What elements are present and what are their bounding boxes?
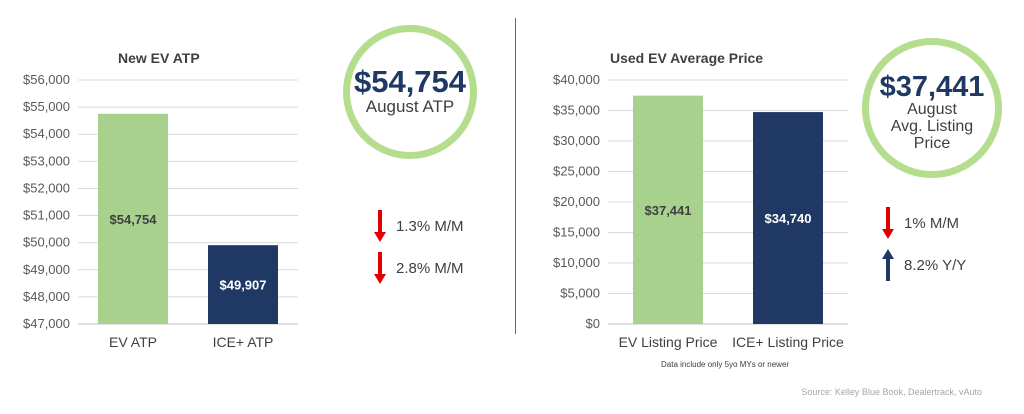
right-stat-2-text: 8.2% Y/Y bbox=[904, 256, 967, 274]
y-tick-label: $50,000 bbox=[23, 235, 70, 250]
y-tick-label: $49,000 bbox=[23, 262, 70, 277]
down-arrow-icon bbox=[374, 210, 386, 242]
y-tick-label: $15,000 bbox=[553, 225, 600, 240]
left-chart-title: New EV ATP bbox=[118, 50, 200, 66]
y-tick-label: $0 bbox=[586, 316, 600, 331]
y-tick-label: $25,000 bbox=[553, 164, 600, 179]
y-tick-label: $10,000 bbox=[553, 255, 600, 270]
y-tick-label: $48,000 bbox=[23, 289, 70, 304]
left-callout-value: $54,754 bbox=[353, 64, 467, 99]
down-arrow-icon bbox=[374, 252, 386, 284]
bar-data-label: $34,740 bbox=[765, 211, 812, 226]
right-callout-line3: Price bbox=[913, 135, 951, 152]
bar bbox=[753, 112, 823, 324]
y-tick-label: $20,000 bbox=[553, 194, 600, 209]
x-category-label: EV ATP bbox=[109, 334, 157, 350]
bar bbox=[98, 113, 168, 324]
right-callout-value: $37,441 bbox=[879, 71, 985, 103]
y-tick-label: $30,000 bbox=[553, 133, 600, 148]
used-ev-average-price-chart: $0 $5,000 $10,000 $15,000 $20,000 $25,000 $30,… bbox=[553, 72, 848, 350]
y-tick-label: $5,000 bbox=[560, 286, 600, 301]
y-tick-label: $51,000 bbox=[23, 208, 70, 223]
y-tick-label: $56,000 bbox=[23, 72, 70, 87]
right-callout-line1: August bbox=[907, 101, 957, 118]
y-tick-label: $35,000 bbox=[553, 103, 600, 118]
bar-data-label: $37,441 bbox=[645, 203, 692, 218]
x-category-label: EV Listing Price bbox=[619, 334, 718, 350]
left-atp-callout: $54,754 August ATP bbox=[343, 25, 477, 159]
new-ev-atp-chart: $47,000 $48,000 $49,000 $50,000 $51,000 $52,0… bbox=[23, 72, 298, 350]
bar-data-label: $49,907 bbox=[220, 278, 267, 293]
left-stat-1: 1.3% M/M bbox=[374, 210, 464, 242]
bar-data-label: $54,754 bbox=[110, 212, 158, 227]
y-tick-label: $47,000 bbox=[23, 316, 70, 331]
left-stat-1-text: 1.3% M/M bbox=[396, 217, 464, 235]
y-tick-label: $52,000 bbox=[23, 180, 70, 195]
bar bbox=[633, 95, 703, 325]
left-stat-2: 2.8% M/M bbox=[374, 252, 464, 284]
data-note: Data include only 5yo MYs or newer bbox=[661, 360, 790, 369]
right-stat-1-text: 1% M/M bbox=[904, 214, 960, 232]
y-tick-label: $54,000 bbox=[23, 126, 70, 141]
y-tick-label: $55,000 bbox=[23, 99, 70, 114]
right-stat-1: 1% M/M bbox=[882, 207, 959, 239]
x-category-label: ICE+ ATP bbox=[213, 334, 274, 350]
right-price-callout: $37,441 August Avg. Listing Price bbox=[862, 38, 1002, 178]
source-line: Source: Kelley Blue Book, Dealertrack, v… bbox=[801, 387, 982, 397]
right-callout-line2: Avg. Listing bbox=[890, 118, 974, 135]
right-chart-title: Used EV Average Price bbox=[610, 50, 764, 66]
x-category-label: ICE+ Listing Price bbox=[732, 334, 844, 350]
left-callout-label: August ATP bbox=[365, 97, 455, 116]
right-stat-2: 8.2% Y/Y bbox=[882, 249, 966, 281]
up-arrow-icon bbox=[882, 249, 894, 281]
down-arrow-icon bbox=[882, 207, 894, 239]
y-tick-label: $53,000 bbox=[23, 153, 70, 168]
y-tick-label: $40,000 bbox=[553, 72, 600, 87]
panel-divider bbox=[515, 18, 516, 334]
left-stat-2-text: 2.8% M/M bbox=[396, 259, 464, 277]
bar bbox=[208, 245, 278, 324]
